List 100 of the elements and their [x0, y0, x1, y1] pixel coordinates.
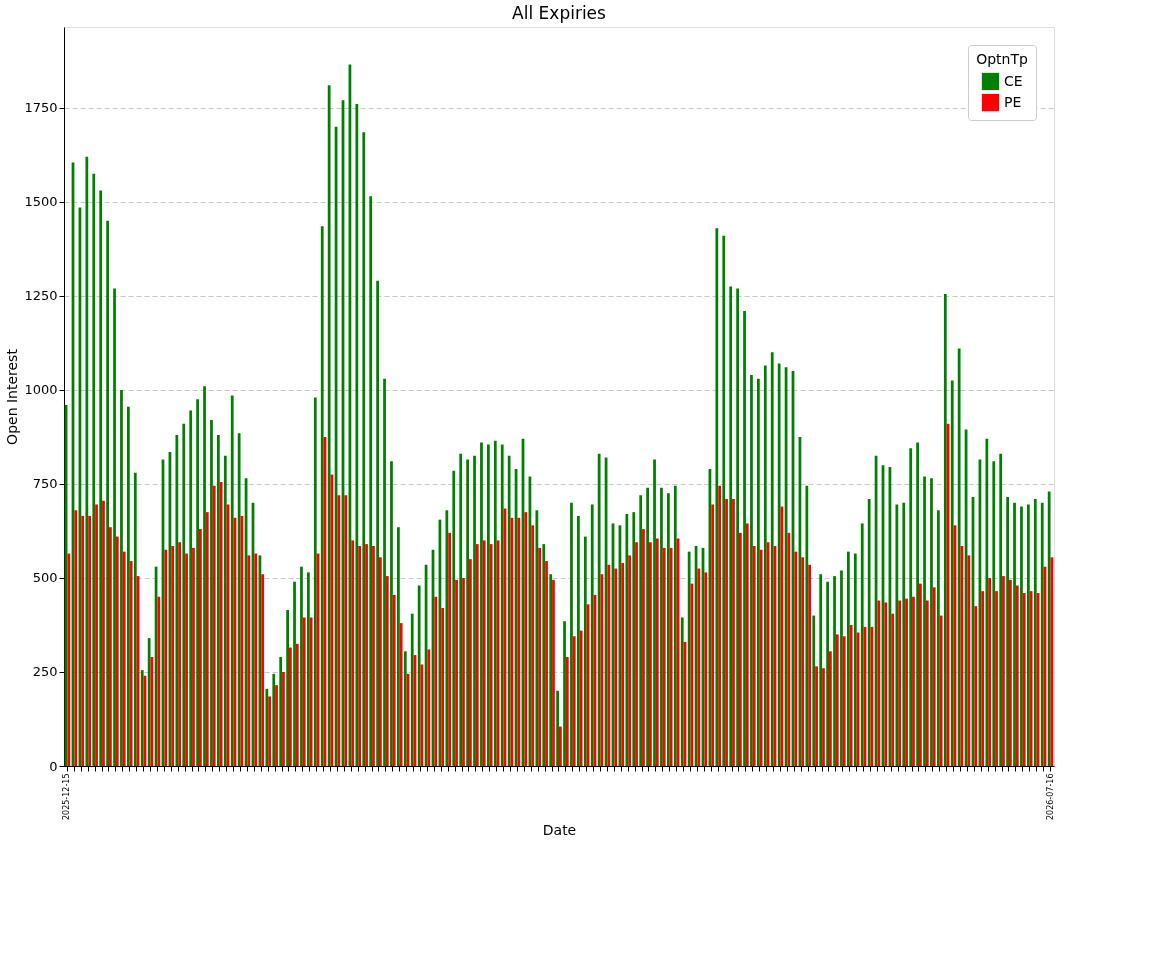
bar — [812, 615, 816, 766]
bar — [822, 668, 825, 766]
bar — [815, 666, 818, 766]
legend-label: CE — [1004, 72, 1023, 89]
bar — [106, 220, 109, 766]
bar — [223, 455, 227, 766]
bar — [535, 510, 539, 766]
bar — [583, 536, 587, 766]
y-tick-label: 500 — [32, 570, 58, 586]
bar — [895, 504, 899, 766]
bar — [307, 572, 310, 766]
bar — [369, 196, 373, 766]
bar — [925, 600, 929, 766]
bar — [673, 485, 677, 766]
bar — [750, 374, 753, 766]
bar — [487, 444, 490, 766]
bar — [397, 527, 400, 766]
bar — [102, 500, 105, 766]
bar — [563, 621, 566, 766]
bar — [175, 435, 179, 766]
bar — [92, 173, 96, 766]
bar — [272, 673, 276, 766]
bar — [545, 561, 548, 766]
bar — [905, 598, 908, 766]
bar — [770, 352, 774, 766]
chart-title: All Expiries — [512, 3, 607, 23]
bar — [653, 459, 656, 766]
bar — [192, 547, 195, 766]
bar — [473, 455, 476, 766]
bar — [293, 581, 296, 766]
y-tick-label: 1250 — [24, 288, 58, 304]
bar — [704, 572, 708, 766]
bar — [113, 288, 116, 766]
bar — [988, 577, 991, 766]
y-tick-label: 1500 — [24, 194, 58, 210]
bar — [217, 435, 220, 766]
bar — [147, 638, 151, 766]
bar — [743, 310, 746, 766]
bar — [469, 559, 472, 766]
bar — [383, 378, 386, 766]
bar — [995, 591, 998, 766]
bar — [1015, 585, 1019, 766]
bar — [1006, 497, 1009, 766]
bar — [579, 630, 583, 766]
bar — [115, 536, 119, 766]
bar — [891, 613, 895, 766]
y-tick-label: 1750 — [24, 100, 58, 116]
bar — [265, 688, 269, 766]
bar — [261, 574, 265, 766]
bar — [542, 544, 546, 766]
bar — [757, 378, 760, 766]
bar — [590, 504, 594, 766]
bar — [434, 596, 438, 766]
bar — [808, 564, 811, 766]
bar — [185, 553, 188, 766]
bar — [309, 617, 313, 766]
bar — [999, 453, 1003, 766]
bar — [919, 583, 922, 766]
bar — [489, 544, 493, 766]
bar — [614, 568, 618, 766]
bar — [829, 651, 832, 766]
bar — [805, 485, 809, 766]
bar — [833, 576, 836, 766]
bar — [1029, 591, 1033, 766]
bar — [74, 510, 78, 766]
bar — [313, 397, 317, 766]
bar — [524, 512, 528, 766]
x-tick-label: 2026-07-16 — [1045, 773, 1055, 820]
bar — [1013, 502, 1016, 766]
bar — [739, 532, 742, 766]
bar — [95, 504, 98, 766]
bar — [847, 551, 850, 766]
bar — [247, 555, 251, 766]
bar — [625, 514, 629, 766]
bar — [517, 517, 521, 766]
bar — [981, 591, 985, 766]
bar — [635, 542, 638, 766]
bar — [295, 643, 299, 766]
bar — [462, 577, 465, 766]
bar — [320, 226, 324, 766]
bar — [840, 570, 843, 766]
bar — [81, 515, 85, 766]
bar — [441, 608, 445, 766]
bar — [531, 525, 535, 766]
bar — [565, 656, 569, 766]
bar — [254, 553, 258, 766]
bar — [621, 562, 625, 766]
bar — [867, 498, 871, 766]
bar — [549, 574, 553, 766]
bar — [801, 557, 805, 766]
y-tick-label: 0 — [49, 758, 58, 774]
bar — [715, 228, 719, 766]
bar — [967, 555, 971, 766]
bar — [196, 399, 199, 766]
bar — [1009, 579, 1012, 766]
bar — [932, 587, 936, 766]
bar — [399, 623, 403, 766]
bar — [282, 671, 285, 766]
bar — [759, 549, 763, 766]
bar — [853, 553, 857, 766]
